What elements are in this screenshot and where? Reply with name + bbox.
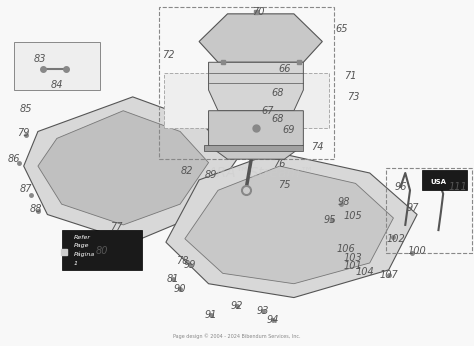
Text: 106: 106 <box>337 244 356 254</box>
Text: Page: Page <box>73 243 89 248</box>
Polygon shape <box>199 14 322 62</box>
Text: 80: 80 <box>96 246 108 256</box>
Text: 84: 84 <box>51 80 63 90</box>
Text: 102: 102 <box>386 234 405 244</box>
Text: 68: 68 <box>271 89 283 98</box>
Text: 70: 70 <box>252 7 264 17</box>
Polygon shape <box>38 111 209 225</box>
Polygon shape <box>209 111 303 159</box>
Text: 105: 105 <box>344 211 363 221</box>
Text: Página: Página <box>73 252 95 257</box>
Text: 79: 79 <box>18 128 30 138</box>
Bar <box>14 42 100 90</box>
Text: 96: 96 <box>394 182 407 192</box>
Text: 94: 94 <box>266 315 279 325</box>
Text: 68: 68 <box>271 115 283 124</box>
Text: USA: USA <box>430 179 447 185</box>
Text: 69: 69 <box>283 125 295 135</box>
Text: 66: 66 <box>278 64 291 74</box>
Text: 90: 90 <box>174 284 186 294</box>
Polygon shape <box>185 166 393 284</box>
Text: 82: 82 <box>181 166 193 176</box>
FancyBboxPatch shape <box>62 230 142 270</box>
Text: 99: 99 <box>183 260 196 270</box>
Text: 83: 83 <box>34 54 46 64</box>
Bar <box>204 145 303 151</box>
Bar <box>386 168 472 253</box>
Text: 67: 67 <box>262 106 274 116</box>
Polygon shape <box>24 97 237 242</box>
Text: 95: 95 <box>323 215 336 225</box>
Text: 87: 87 <box>20 184 32 193</box>
Text: 104: 104 <box>356 267 374 276</box>
Text: 65: 65 <box>335 25 347 34</box>
Text: 88: 88 <box>29 204 42 214</box>
Text: 107: 107 <box>379 270 398 280</box>
Text: 93: 93 <box>257 307 269 316</box>
Text: 72: 72 <box>162 51 174 60</box>
Text: Page design © 2004 - 2024 Bibendum Services, Inc.: Page design © 2004 - 2024 Bibendum Servi… <box>173 334 301 339</box>
Text: 81: 81 <box>167 274 179 283</box>
Text: 85: 85 <box>20 104 32 114</box>
Text: 92: 92 <box>231 301 243 311</box>
Text: 86: 86 <box>8 154 20 164</box>
Text: 74: 74 <box>311 142 324 152</box>
Text: ARA™Stream™: ARA™Stream™ <box>207 166 314 180</box>
Text: 73: 73 <box>347 92 359 102</box>
Polygon shape <box>209 62 303 111</box>
Text: 78: 78 <box>176 256 189 266</box>
Text: 97: 97 <box>406 203 419 212</box>
Text: 100: 100 <box>408 246 427 256</box>
Polygon shape <box>166 152 417 298</box>
Text: 103: 103 <box>344 253 363 263</box>
Text: 75: 75 <box>278 180 291 190</box>
Text: 77: 77 <box>110 222 122 231</box>
Text: 111: 111 <box>448 182 467 192</box>
Text: 91: 91 <box>205 310 217 320</box>
Text: 101: 101 <box>344 262 363 271</box>
Text: 71: 71 <box>345 71 357 81</box>
Text: 1: 1 <box>73 261 77 266</box>
Bar <box>164 73 329 128</box>
Text: 89: 89 <box>205 170 217 180</box>
Text: 98: 98 <box>337 198 350 207</box>
Text: Refer: Refer <box>73 235 91 240</box>
Bar <box>159 7 334 159</box>
Text: 76: 76 <box>273 160 286 169</box>
FancyBboxPatch shape <box>422 170 467 190</box>
